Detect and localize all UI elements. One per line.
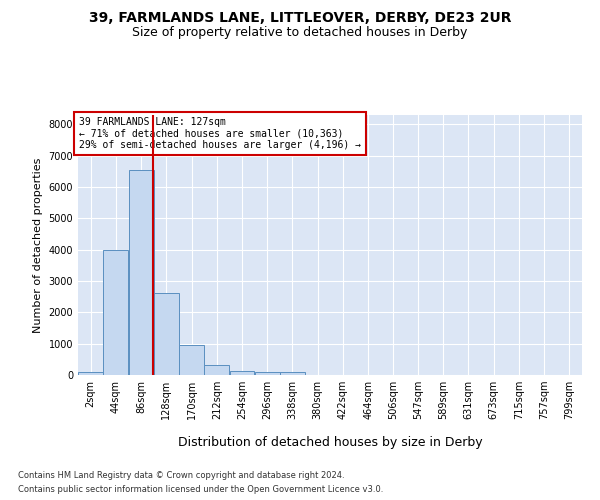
Text: 39 FARMLANDS LANE: 127sqm
← 71% of detached houses are smaller (10,363)
29% of s: 39 FARMLANDS LANE: 127sqm ← 71% of detac… xyxy=(79,117,361,150)
Text: Size of property relative to detached houses in Derby: Size of property relative to detached ho… xyxy=(133,26,467,39)
Bar xyxy=(154,293,179,375)
Bar xyxy=(205,366,229,375)
Bar xyxy=(230,371,254,375)
Bar xyxy=(179,345,204,375)
Bar xyxy=(78,372,103,375)
Bar xyxy=(128,170,154,375)
Y-axis label: Number of detached properties: Number of detached properties xyxy=(33,158,43,332)
Bar xyxy=(255,372,280,375)
Text: Distribution of detached houses by size in Derby: Distribution of detached houses by size … xyxy=(178,436,482,449)
Bar xyxy=(103,250,128,375)
Text: Contains HM Land Registry data © Crown copyright and database right 2024.: Contains HM Land Registry data © Crown c… xyxy=(18,472,344,480)
Text: 39, FARMLANDS LANE, LITTLEOVER, DERBY, DE23 2UR: 39, FARMLANDS LANE, LITTLEOVER, DERBY, D… xyxy=(89,10,511,24)
Bar xyxy=(280,372,305,375)
Text: Contains public sector information licensed under the Open Government Licence v3: Contains public sector information licen… xyxy=(18,484,383,494)
